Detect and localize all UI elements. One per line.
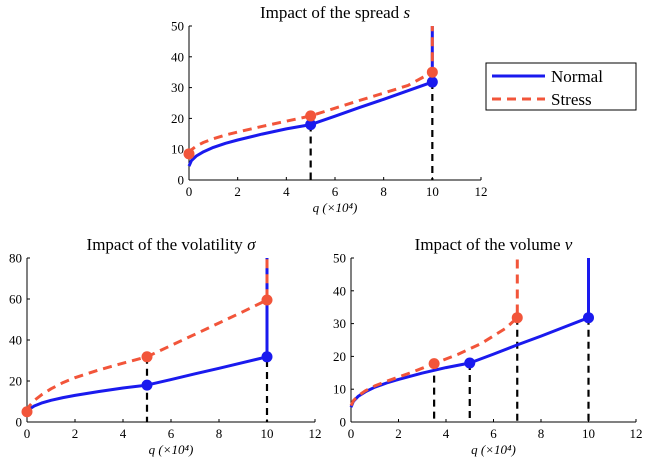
y-tick-label: 40 (333, 283, 346, 298)
marker-stress (21, 406, 33, 418)
x-tick-label: 8 (216, 426, 223, 441)
y-tick-label: 40 (9, 333, 22, 348)
legend-box (485, 62, 637, 111)
y-tick-label: 40 (171, 49, 184, 64)
marker-normal (141, 379, 153, 391)
y-tick-label: 30 (333, 316, 346, 331)
x-tick-label: 0 (186, 184, 193, 199)
x-tick-label: 6 (332, 184, 339, 199)
x-tick-label: 6 (168, 426, 175, 441)
legend: Normal Stress (485, 62, 637, 111)
chart-panel-2: 0 2 4 6 8 10 12 0 20 40 60 80 Impact of the volatili… (9, 235, 322, 457)
marker-normal (583, 312, 594, 324)
y-tick-label: 30 (171, 80, 184, 95)
series-line-normal (187, 26, 434, 167)
chart-panel-1: 0 2 4 6 8 10 12 0 10 20 30 40 50 Impact of the spread… (171, 3, 637, 215)
marker-stress (261, 294, 273, 306)
x-tick-label: 4 (120, 426, 127, 441)
y-tick-label: 60 (9, 292, 22, 307)
x-tick-label: 10 (261, 426, 274, 441)
x-tick-label: 0 (348, 426, 355, 441)
chart-title: Impact of the volume v (415, 235, 573, 254)
marker-stress (428, 358, 440, 370)
y-tick-label: 20 (171, 111, 184, 126)
y-tick-label: 10 (333, 382, 346, 397)
series-line-stress (349, 258, 519, 407)
x-tick-label: 2 (395, 426, 402, 441)
marker-normal (464, 357, 476, 369)
chart-title: Impact of the volatility σ (87, 235, 257, 254)
y-tick-label: 20 (9, 374, 22, 389)
y-tick-label: 10 (171, 142, 184, 157)
y-tick-label: 50 (333, 251, 346, 266)
x-tick-label: 2 (72, 426, 79, 441)
marker-stress (183, 148, 195, 160)
legend-label: Stress (551, 90, 592, 109)
marker-stress (426, 66, 438, 78)
chart-panel-3: 0 2 4 6 8 10 12 0 10 20 30 40 50 Impact of the volume… (333, 235, 643, 457)
marker-normal (261, 351, 273, 363)
x-tick-label: 10 (582, 426, 595, 441)
x-tick-label: 2 (234, 184, 241, 199)
marker-normal (426, 76, 438, 88)
marker-stress (511, 312, 523, 324)
marker-stress (305, 110, 317, 122)
series-line-normal (25, 258, 269, 414)
x-tick-label: 8 (380, 184, 387, 199)
y-tick-label: 50 (171, 19, 184, 34)
x-tick-label: 4 (283, 184, 290, 199)
y-tick-label: 20 (333, 349, 346, 364)
y-tick-label: 0 (16, 415, 23, 430)
x-tick-label: 6 (490, 426, 497, 441)
x-axis-label: q (×10⁴) (471, 442, 516, 457)
y-tick-label: 0 (178, 173, 185, 188)
x-tick-label: 12 (475, 184, 488, 199)
x-tick-label: 0 (24, 426, 31, 441)
y-tick-label: 0 (340, 415, 347, 430)
marker-stress (141, 351, 153, 363)
series-line-normal (349, 258, 590, 408)
chart-title: Impact of the spread s (260, 3, 411, 22)
x-tick-label: 10 (426, 184, 439, 199)
x-tick-label: 4 (443, 426, 450, 441)
x-tick-label: 12 (309, 426, 322, 441)
x-tick-label: 8 (538, 426, 545, 441)
x-tick-label: 12 (630, 426, 643, 441)
marker-normal (305, 119, 317, 131)
series-line-stress (187, 26, 434, 155)
legend-label: Normal (551, 67, 603, 86)
series-line-stress (25, 258, 269, 413)
x-axis-label: q (×10⁴) (149, 442, 194, 457)
x-axis-label: q (×10⁴) (313, 200, 358, 215)
y-tick-label: 80 (9, 251, 22, 266)
